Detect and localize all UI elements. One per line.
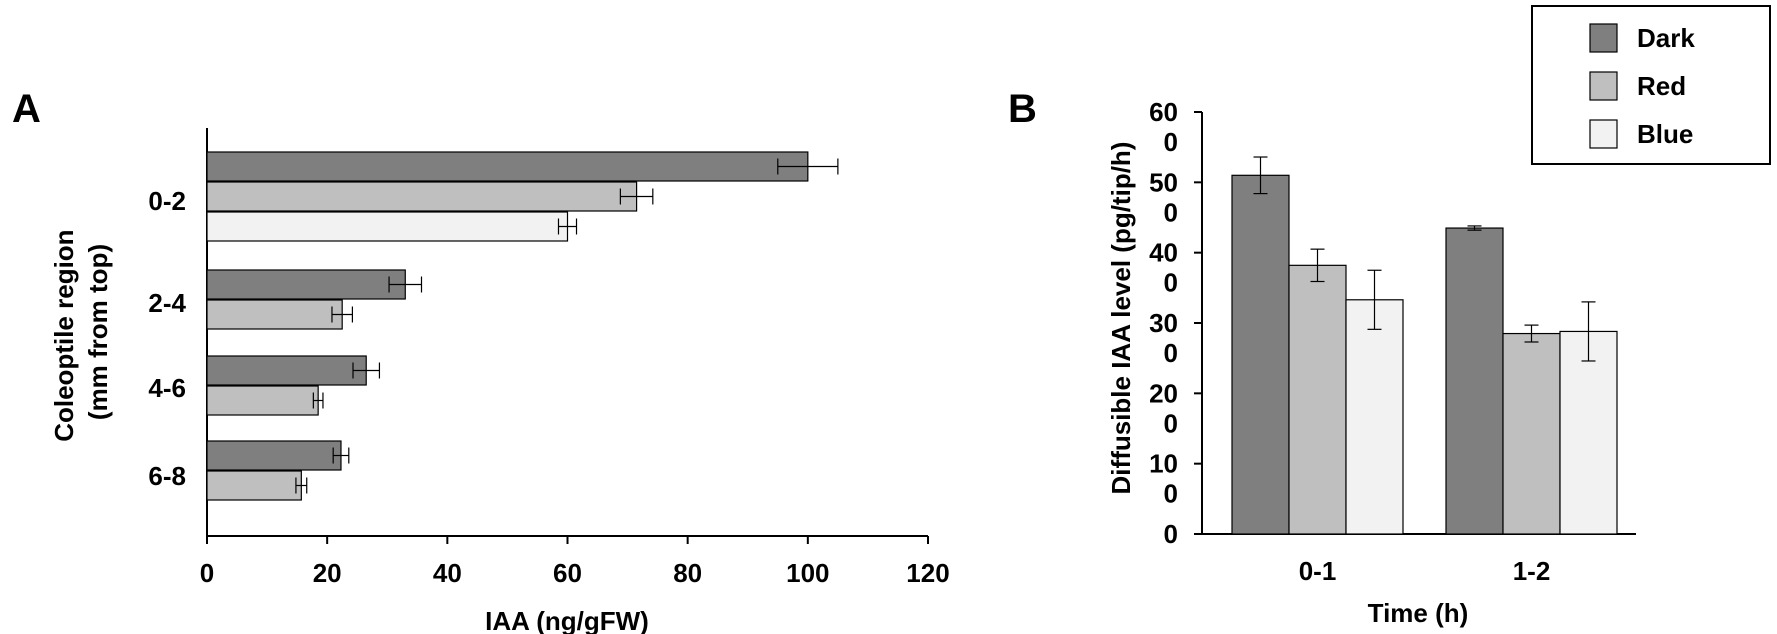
- legend-label-dark: Dark: [1637, 23, 1695, 53]
- y-tick-label-10: 10 0: [1149, 449, 1178, 509]
- y-tick-label-line-30-0: 30: [1149, 308, 1178, 338]
- category-label-0-1: 0-1: [1299, 556, 1337, 586]
- x-tick-label-60: 60: [553, 558, 582, 588]
- panel-b-bars: [1231, 156, 1618, 535]
- panel-a-x-axis-title: IAA (ng/gFW): [485, 606, 649, 634]
- panel-a-y-axis-title-line-2: (mm from top): [83, 244, 113, 420]
- x-tick-label-80: 80: [673, 558, 702, 588]
- y-tick-label-30: 30 0: [1149, 308, 1178, 368]
- y-tick-label-line-50-0: 50: [1149, 167, 1178, 197]
- y-tick-label-50: 50 0: [1149, 167, 1178, 227]
- category-label-1-2: 1-2: [1513, 556, 1551, 586]
- bar-2-4-dark: [206, 269, 406, 300]
- bar-0-2-dark: [206, 151, 809, 182]
- legend-label-red: Red: [1637, 71, 1686, 101]
- bar-2-4-red: [206, 299, 343, 330]
- panel-b-x-axis-title: Time (h): [1368, 598, 1469, 628]
- legend-swatch-dark: [1589, 23, 1618, 53]
- bar-0-2-red: [206, 181, 638, 212]
- bar-4-6-dark: [206, 355, 367, 386]
- panel-b-y-axis-title: Diffusible IAA level (pg/tip/h): [1106, 142, 1136, 495]
- legend-swatch-blue: [1589, 119, 1618, 149]
- x-tick-label-20: 20: [313, 558, 342, 588]
- panel-b-y-ticks: 010 020 030 040 050 060 0: [1149, 97, 1202, 549]
- category-label-0-2: 0-2: [148, 186, 186, 216]
- panel-b: B 010 020 030 040 050 060 0 0-1 1-2 Time (h) Di…: [1008, 87, 1636, 628]
- y-tick-label-20: 20 0: [1149, 378, 1178, 438]
- bar-1-2-red: [1502, 332, 1561, 535]
- bar-0-2-blue: [206, 211, 569, 242]
- y-tick-label-line-40-0: 40: [1149, 238, 1178, 268]
- legend-swatch-red: [1589, 71, 1618, 101]
- x-tick-label-120: 120: [906, 558, 949, 588]
- panel-a: A 0-2 2-4 4-6 6-8 0 20 40 60 80 100 120 IAA (ng/g…: [12, 87, 950, 634]
- panel-a-y-axis-title: Coleoptile region (mm from top): [49, 222, 113, 442]
- y-tick-label-line-30-1: 0: [1164, 338, 1178, 368]
- y-tick-label-line-0-0: 0: [1164, 519, 1178, 549]
- panel-b-label: B: [1008, 87, 1037, 131]
- legend: Dark Red Blue: [1531, 5, 1771, 165]
- x-tick-label-0: 0: [200, 558, 214, 588]
- legend-items: Dark Red Blue: [1589, 23, 1695, 149]
- y-tick-label-line-10-1: 0: [1164, 479, 1178, 509]
- y-tick-label-40: 40 0: [1149, 238, 1178, 298]
- y-tick-label-line-50-1: 0: [1164, 197, 1178, 227]
- category-label-2-4: 2-4: [148, 288, 186, 318]
- panel-a-category-labels: 0-2 2-4 4-6 6-8: [148, 186, 186, 491]
- y-tick-label-0: 0: [1164, 519, 1178, 549]
- category-label-4-6: 4-6: [148, 373, 186, 403]
- bar-1-2-dark: [1445, 227, 1504, 535]
- y-tick-label-line-60-0: 60: [1149, 97, 1178, 127]
- bar-1-2-blue: [1559, 330, 1618, 535]
- y-tick-label-line-20-0: 20: [1149, 378, 1178, 408]
- y-tick-label-line-60-1: 0: [1164, 127, 1178, 157]
- x-tick-label-40: 40: [433, 558, 462, 588]
- legend-box: [1531, 5, 1771, 165]
- x-tick-label-100: 100: [786, 558, 829, 588]
- panel-a-label: A: [12, 87, 41, 131]
- bar-0-1-dark: [1231, 174, 1290, 535]
- bar-6-8-dark: [206, 440, 342, 471]
- y-tick-label-line-40-1: 0: [1164, 268, 1178, 298]
- bar-0-1-red: [1288, 264, 1347, 535]
- panel-a-x-ticks: 0 20 40 60 80 100 120: [200, 536, 950, 588]
- bar-6-8-red: [206, 470, 302, 501]
- legend-label-blue: Blue: [1637, 119, 1693, 149]
- y-tick-label-60: 60 0: [1149, 97, 1178, 157]
- panel-a-bars: [206, 151, 839, 501]
- y-tick-label-line-20-1: 0: [1164, 408, 1178, 438]
- bar-4-6-red: [206, 385, 319, 416]
- category-label-6-8: 6-8: [148, 461, 186, 491]
- bar-0-1-blue: [1345, 299, 1404, 535]
- y-tick-label-line-10-0: 10: [1149, 449, 1178, 479]
- panel-a-y-axis-title-line-1: Coleoptile region: [49, 229, 79, 441]
- panel-b-category-labels: 0-1 1-2: [1299, 556, 1551, 586]
